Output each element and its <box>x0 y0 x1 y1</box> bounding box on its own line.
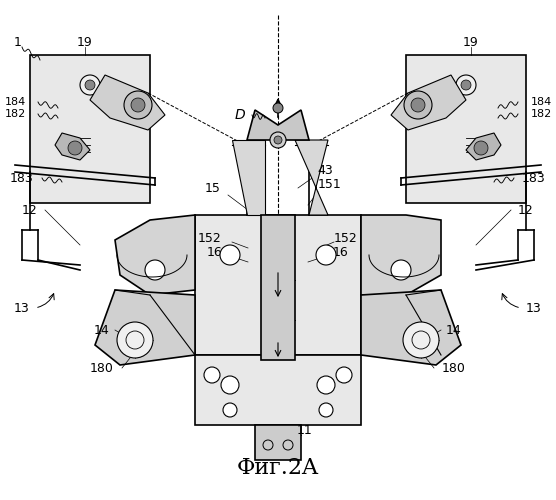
Circle shape <box>270 132 286 148</box>
Circle shape <box>273 103 283 113</box>
Text: 182: 182 <box>530 109 552 119</box>
Text: 184: 184 <box>4 97 26 107</box>
Circle shape <box>68 141 82 155</box>
Circle shape <box>221 376 239 394</box>
Text: 16: 16 <box>207 246 223 258</box>
Text: 13: 13 <box>526 302 542 314</box>
Text: 180: 180 <box>442 362 466 374</box>
Bar <box>195 355 361 425</box>
Text: 11: 11 <box>297 424 313 436</box>
Polygon shape <box>361 215 441 295</box>
Circle shape <box>456 75 476 95</box>
Bar <box>195 215 361 355</box>
Polygon shape <box>361 290 461 365</box>
Circle shape <box>411 98 425 112</box>
Circle shape <box>316 245 336 265</box>
Polygon shape <box>466 133 501 160</box>
Text: 19: 19 <box>463 36 479 49</box>
Text: 15: 15 <box>205 182 221 194</box>
Text: 14: 14 <box>446 324 462 336</box>
Bar <box>261 215 295 360</box>
Text: 16: 16 <box>333 246 349 258</box>
Bar <box>255 425 301 460</box>
Circle shape <box>80 75 100 95</box>
Polygon shape <box>232 140 265 215</box>
Circle shape <box>474 141 488 155</box>
Text: D: D <box>235 108 245 122</box>
Text: 184: 184 <box>530 97 552 107</box>
Text: 12: 12 <box>518 204 534 216</box>
Text: 13: 13 <box>14 302 30 314</box>
Circle shape <box>274 136 282 144</box>
Circle shape <box>85 80 95 90</box>
Polygon shape <box>295 140 328 215</box>
Text: 12: 12 <box>22 204 38 216</box>
Circle shape <box>404 91 432 119</box>
Circle shape <box>124 91 152 119</box>
Circle shape <box>391 260 411 280</box>
Polygon shape <box>55 133 90 160</box>
Circle shape <box>336 367 352 383</box>
Text: 182: 182 <box>4 109 26 119</box>
Text: 180: 180 <box>90 362 114 374</box>
Polygon shape <box>115 215 195 295</box>
Text: 19: 19 <box>77 36 93 49</box>
Bar <box>406 55 526 203</box>
Text: Фиг.2A: Фиг.2A <box>237 457 319 479</box>
Circle shape <box>117 322 153 358</box>
Polygon shape <box>95 290 195 365</box>
Text: 152: 152 <box>198 232 222 244</box>
Circle shape <box>223 403 237 417</box>
Circle shape <box>204 367 220 383</box>
Text: 43: 43 <box>317 164 333 176</box>
Polygon shape <box>247 110 309 140</box>
Text: 1: 1 <box>14 36 22 49</box>
Text: 14: 14 <box>94 324 110 336</box>
Polygon shape <box>90 75 165 130</box>
Polygon shape <box>391 75 466 130</box>
Text: 151: 151 <box>318 178 342 192</box>
Circle shape <box>145 260 165 280</box>
Text: 152: 152 <box>334 232 358 244</box>
Circle shape <box>461 80 471 90</box>
Circle shape <box>319 403 333 417</box>
Text: 183: 183 <box>522 172 546 184</box>
Circle shape <box>403 322 439 358</box>
Bar <box>30 55 150 203</box>
Circle shape <box>220 245 240 265</box>
Circle shape <box>131 98 145 112</box>
Circle shape <box>317 376 335 394</box>
Text: 183: 183 <box>10 172 34 184</box>
